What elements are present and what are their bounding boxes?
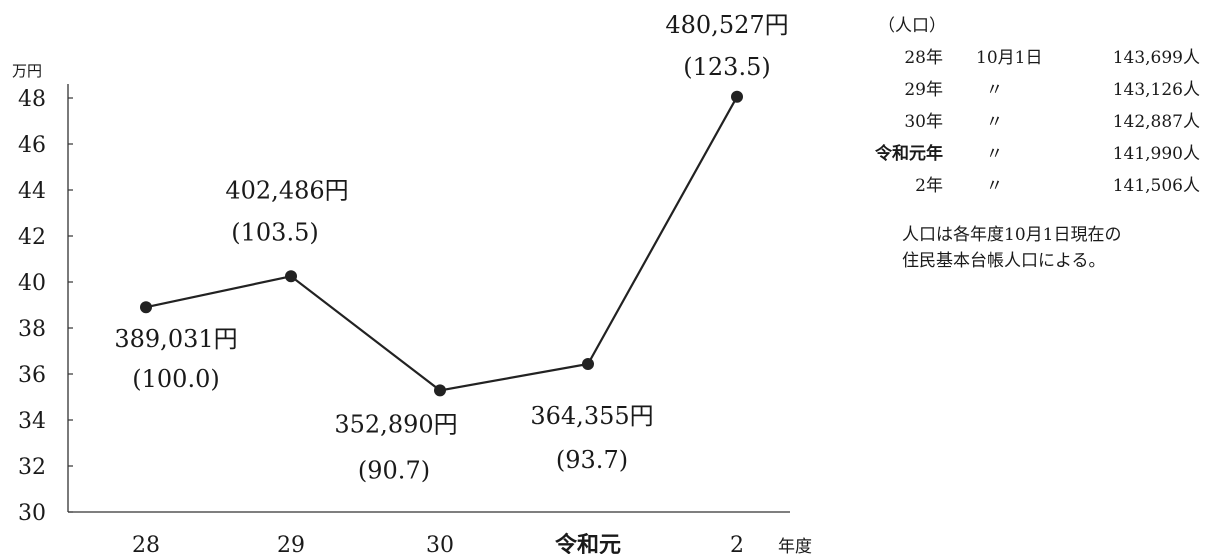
data-point <box>731 90 743 103</box>
y-tick-label: 40 <box>18 271 46 296</box>
x-tick-label: 29 <box>277 533 305 554</box>
population-year: 30年 <box>904 112 943 132</box>
y-tick-label: 30 <box>18 501 46 526</box>
population-date: 〃 <box>986 112 1003 132</box>
y-tick-label: 38 <box>18 317 46 342</box>
data-value-label: 352,890円 <box>334 410 457 438</box>
data-point <box>285 270 297 283</box>
x-tick-label: 30 <box>426 533 454 554</box>
data-point <box>140 301 152 314</box>
y-unit-label: 万円 <box>12 62 42 80</box>
y-tick-label: 46 <box>18 133 46 158</box>
population-title: （人口） <box>878 16 946 36</box>
data-value-label: 389,031円 <box>114 325 237 353</box>
data-value-label: 364,355円 <box>530 402 653 430</box>
data-index-label: (100.0) <box>132 365 219 393</box>
x-tick-label: 令和元 <box>555 532 621 554</box>
data-points <box>140 90 743 397</box>
y-tick-label: 42 <box>18 225 46 250</box>
data-index-label: (103.5) <box>231 218 318 246</box>
population-row: 令和元年 〃 141,990人 <box>875 144 1208 170</box>
population-value: 142,887人 <box>1112 112 1200 132</box>
population-note: 人口は各年度10月1日現在の 住民基本台帳人口による。 <box>902 222 1208 274</box>
population-value: 143,699人 <box>1112 48 1200 68</box>
population-row: 2年 〃 141,506人 <box>878 178 1208 202</box>
population-year: 令和元年 <box>875 144 943 164</box>
population-date: 〃 <box>986 144 1003 164</box>
data-index-label: (93.7) <box>556 446 628 474</box>
population-note-line: 住民基本台帳人口による。 <box>902 251 1106 271</box>
y-tick-label: 36 <box>18 363 46 388</box>
x-tick-label: 2 <box>730 533 744 554</box>
data-point <box>434 384 446 397</box>
data-index-label: (90.7) <box>358 456 430 484</box>
x-unit-label: 年度 <box>778 537 812 554</box>
population-row: 29年 〃 143,126人 <box>878 82 1208 106</box>
population-value: 143,126人 <box>1112 80 1200 100</box>
x-tick-label: 28 <box>132 533 160 554</box>
population-date: 〃 <box>986 80 1003 100</box>
population-row: 28年 10月1日 143,699人 <box>878 50 1208 74</box>
population-date: 10月1日 <box>976 48 1043 68</box>
y-tick-labels: 30 32 34 36 38 40 42 44 46 48 <box>18 87 73 526</box>
population-row: 30年 〃 142,887人 <box>878 114 1208 138</box>
data-value-label: 402,486円 <box>225 176 348 204</box>
y-tick-label: 48 <box>18 87 46 112</box>
population-value: 141,990人 <box>1112 144 1200 164</box>
data-index-label: (123.5) <box>683 53 770 81</box>
population-year: 29年 <box>904 80 943 100</box>
population-date: 〃 <box>986 176 1003 196</box>
population-note-line: 人口は各年度10月1日現在の <box>902 225 1122 245</box>
y-tick-label: 34 <box>18 409 46 434</box>
x-tick-labels: 28 29 30 令和元 2 <box>132 532 744 554</box>
population-value: 141,506人 <box>1112 176 1200 196</box>
data-labels: 389,031円 (100.0) 402,486円 (103.5) 352,890円 (9… <box>114 11 788 485</box>
data-point <box>582 357 594 370</box>
y-tick-label: 32 <box>18 455 46 480</box>
data-value-label: 480,527円 <box>665 11 788 39</box>
y-tick-label: 44 <box>18 179 46 204</box>
population-year: 28年 <box>904 48 943 68</box>
population-year: 2年 <box>915 176 943 196</box>
